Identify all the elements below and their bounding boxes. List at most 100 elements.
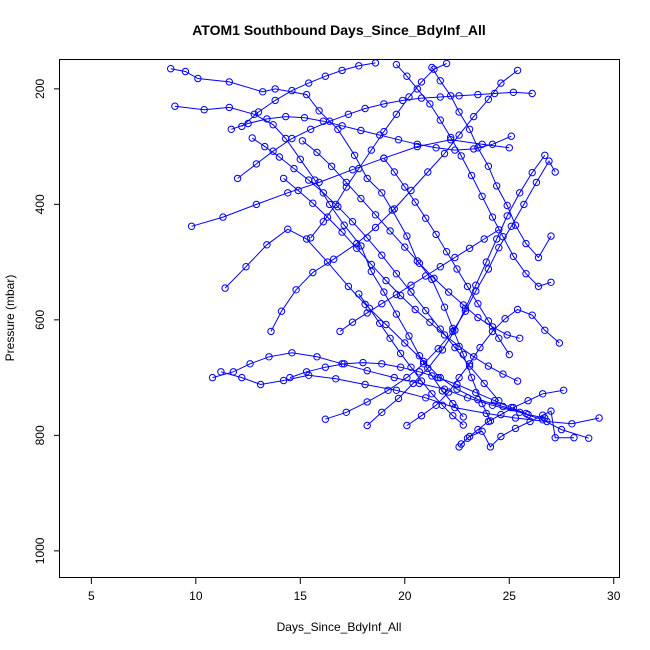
data-point bbox=[250, 110, 259, 119]
data-point bbox=[422, 394, 430, 402]
data-point bbox=[376, 131, 384, 139]
data-point bbox=[495, 244, 503, 252]
data-point bbox=[288, 134, 296, 143]
data-point bbox=[332, 200, 340, 209]
data-point bbox=[309, 199, 317, 207]
data-point bbox=[302, 368, 311, 376]
data-point bbox=[401, 243, 409, 251]
data-point bbox=[438, 401, 447, 409]
data-point bbox=[271, 85, 279, 93]
series-line bbox=[220, 371, 600, 425]
data-point bbox=[396, 363, 405, 371]
data-point bbox=[353, 239, 361, 248]
data-point bbox=[225, 103, 234, 112]
data-point bbox=[271, 96, 279, 105]
series-line bbox=[270, 70, 518, 332]
data-point bbox=[474, 90, 482, 99]
data-point bbox=[455, 131, 463, 139]
data-point bbox=[378, 408, 386, 416]
data-point bbox=[445, 288, 453, 296]
data-point bbox=[392, 310, 401, 318]
data-point bbox=[434, 345, 442, 353]
data-point bbox=[539, 416, 547, 424]
data-point bbox=[447, 133, 455, 142]
data-point bbox=[493, 182, 501, 190]
data-point bbox=[522, 239, 530, 248]
data-point bbox=[409, 379, 417, 388]
data-point bbox=[484, 95, 493, 104]
data-point bbox=[167, 65, 175, 73]
x-tick-label: 30 bbox=[607, 589, 621, 603]
data-point bbox=[507, 222, 515, 231]
data-point bbox=[233, 174, 242, 183]
data-point bbox=[357, 242, 365, 250]
data-point bbox=[307, 125, 315, 134]
data-point bbox=[417, 412, 426, 420]
data-point bbox=[288, 349, 296, 357]
data-point bbox=[313, 148, 321, 157]
data-point bbox=[367, 260, 375, 269]
data-point bbox=[470, 145, 478, 153]
data-point bbox=[348, 318, 357, 326]
data-point bbox=[424, 364, 432, 373]
data-point bbox=[447, 92, 455, 100]
data-point bbox=[499, 370, 507, 378]
data-point bbox=[282, 112, 290, 121]
data-point bbox=[321, 72, 330, 80]
data-point bbox=[363, 398, 371, 406]
data-point bbox=[522, 270, 530, 278]
series-2 bbox=[187, 136, 513, 231]
data-point bbox=[507, 403, 515, 412]
data-point bbox=[436, 93, 444, 101]
data-point bbox=[422, 214, 430, 222]
data-point bbox=[244, 119, 252, 128]
data-point bbox=[438, 346, 447, 354]
data-point bbox=[298, 137, 307, 145]
data-point bbox=[509, 88, 518, 97]
data-point bbox=[407, 363, 415, 371]
data-point bbox=[300, 114, 309, 122]
data-point bbox=[428, 63, 436, 72]
data-point bbox=[426, 318, 434, 326]
data-point bbox=[453, 380, 461, 389]
data-point bbox=[392, 290, 401, 299]
data-point bbox=[484, 265, 493, 273]
data-point bbox=[499, 233, 507, 241]
data-point bbox=[334, 203, 342, 211]
data-point bbox=[353, 244, 361, 253]
data-point bbox=[401, 339, 409, 347]
data-point bbox=[392, 386, 401, 394]
series-0 bbox=[167, 65, 495, 425]
data-point bbox=[380, 154, 388, 162]
data-point bbox=[513, 305, 522, 314]
data-point bbox=[417, 78, 426, 86]
data-point bbox=[194, 74, 202, 83]
data-point bbox=[338, 122, 346, 130]
data-point bbox=[286, 373, 294, 382]
data-point bbox=[499, 402, 507, 411]
data-point bbox=[484, 362, 493, 370]
data-point bbox=[378, 251, 386, 259]
data-point bbox=[376, 319, 384, 327]
data-point bbox=[453, 385, 461, 393]
data-point bbox=[476, 343, 484, 352]
data-point bbox=[528, 311, 536, 319]
series-24 bbox=[380, 154, 513, 359]
data-point bbox=[390, 168, 398, 176]
series-13 bbox=[233, 88, 536, 183]
series-line bbox=[289, 362, 545, 419]
data-point bbox=[313, 353, 321, 361]
data-point bbox=[484, 317, 493, 325]
data-point bbox=[478, 192, 486, 201]
data-point bbox=[463, 394, 472, 402]
data-point bbox=[323, 258, 332, 266]
data-point bbox=[361, 300, 369, 308]
data-point bbox=[340, 221, 348, 229]
series-10 bbox=[455, 386, 568, 451]
x-tick-label: 15 bbox=[294, 589, 308, 603]
data-point bbox=[547, 278, 555, 286]
data-point bbox=[219, 213, 227, 221]
series-20 bbox=[428, 63, 555, 262]
data-point bbox=[490, 397, 499, 405]
data-point bbox=[405, 332, 413, 340]
